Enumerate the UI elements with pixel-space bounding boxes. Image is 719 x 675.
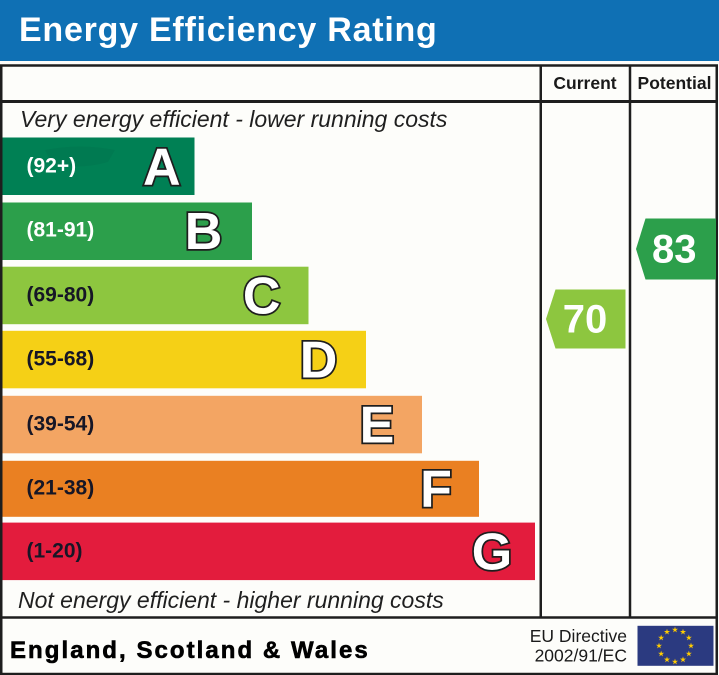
svg-text:A: A (143, 139, 181, 197)
svg-text:83: 83 (652, 227, 697, 271)
svg-text:Potential: Potential (638, 73, 712, 93)
svg-text:Energy Efficiency Rating: Energy Efficiency Rating (19, 11, 438, 49)
svg-text:D: D (300, 332, 338, 390)
svg-text:(39-54): (39-54) (27, 412, 95, 435)
svg-text:(92+): (92+) (27, 155, 77, 178)
svg-text:70: 70 (563, 297, 608, 341)
svg-text:EU Directive: EU Directive (530, 626, 627, 646)
svg-text:2002/91/EC: 2002/91/EC (535, 646, 627, 666)
svg-text:C: C (243, 268, 281, 326)
svg-text:(1-20): (1-20) (27, 539, 83, 562)
svg-text:Very energy efficient - lower: Very energy efficient - lower running co… (20, 106, 448, 132)
svg-text:B: B (185, 203, 223, 261)
svg-text:F: F (420, 461, 452, 519)
svg-text:E: E (360, 396, 395, 454)
svg-text:(55-68): (55-68) (27, 348, 95, 371)
svg-text:(21-38): (21-38) (27, 477, 95, 500)
svg-text:England, Scotland & Wales: England, Scotland & Wales (10, 637, 370, 664)
svg-text:Not energy efficient - higher: Not energy efficient - higher running co… (18, 587, 444, 613)
svg-text:Current: Current (553, 73, 616, 93)
svg-text:G: G (472, 523, 512, 581)
svg-text:(69-80): (69-80) (27, 283, 95, 306)
svg-text:(81-91): (81-91) (27, 219, 95, 242)
